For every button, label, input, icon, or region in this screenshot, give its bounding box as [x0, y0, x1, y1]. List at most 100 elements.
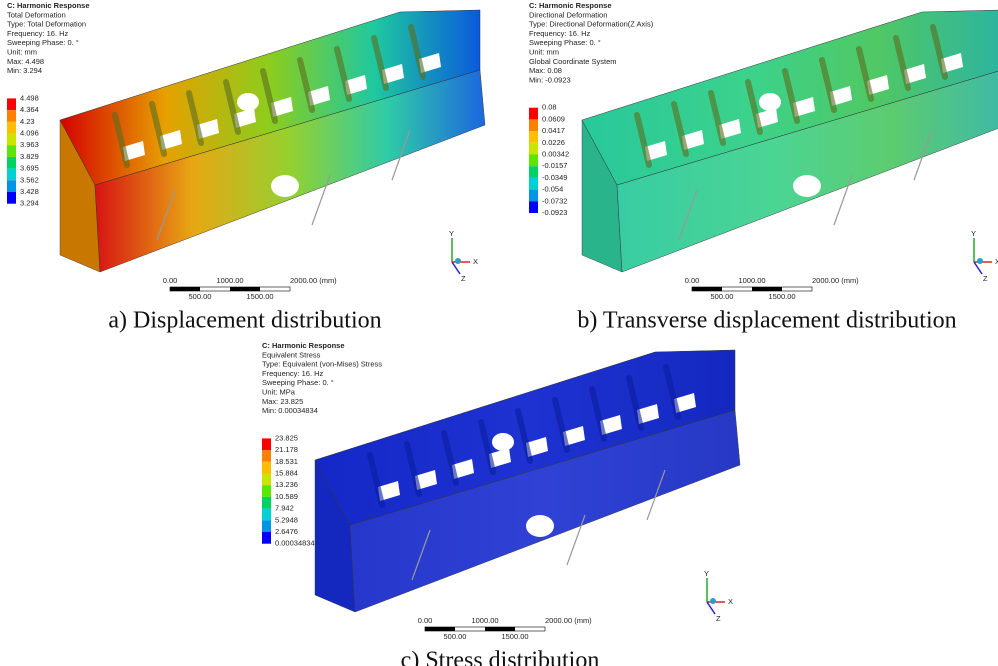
legend-label: 4.23 [20, 117, 35, 126]
legend-swatch [529, 131, 538, 143]
opening [600, 415, 622, 435]
info-line: Type: Total Deformation [7, 20, 86, 29]
triad-ball [455, 258, 461, 264]
info-line: Max: 23.825 [262, 397, 303, 406]
model-front [616, 70, 998, 273]
info-line: Min: 0.00034834 [262, 406, 318, 415]
scale-label: 0.00 [418, 616, 433, 625]
legend-label: 21.178 [275, 445, 298, 454]
info-line: Equivalent Stress [262, 350, 321, 359]
opening [197, 119, 219, 139]
scale-bar [170, 287, 200, 291]
info-line: Frequency: 16. Hz [529, 29, 591, 38]
beam [186, 90, 204, 146]
opening [234, 108, 256, 128]
scale-label: 500.00 [711, 292, 734, 301]
legend-swatch [262, 450, 271, 462]
axis-label: X [728, 597, 733, 606]
scale-label: 1000.00 [216, 276, 243, 285]
legend-swatch [529, 154, 538, 167]
beam [663, 364, 681, 420]
legend-swatch [262, 508, 271, 521]
scale-label: 1000.00 [471, 616, 498, 625]
info-line: Type: Directional Deformation(Z Axis) [529, 20, 654, 29]
legend-label: 0.0609 [542, 114, 565, 123]
beam [441, 430, 459, 486]
bolt [411, 529, 431, 581]
scale-label: 1500.00 [501, 632, 528, 641]
axis-label: Z [983, 274, 988, 283]
info-line: Frequency: 16. Hz [262, 369, 324, 378]
opening [123, 141, 145, 161]
legend-label: 4.498 [20, 93, 39, 102]
bolt [566, 514, 586, 566]
legend-label: 0.0226 [542, 138, 565, 147]
opening [682, 130, 704, 150]
beam [334, 46, 352, 102]
legend-label: 0.0417 [542, 126, 565, 135]
scale-label: 500.00 [189, 292, 212, 301]
legend-label: 3.829 [20, 152, 39, 161]
legend-label: -0.0732 [542, 196, 567, 205]
info-line: Sweeping Phase: 0. ° [262, 378, 334, 387]
legend-label: 2.6476 [275, 527, 298, 536]
legend-label: 5.2948 [275, 515, 298, 524]
axis-z [706, 601, 716, 615]
bolt [391, 129, 411, 181]
scale-label: 2000.00 (mm) [545, 616, 592, 625]
legend-swatch [529, 201, 538, 213]
beam [782, 68, 800, 124]
caption: a) Displacement distribution [108, 308, 381, 334]
scale-bar [752, 287, 782, 291]
axis-label: Z [461, 274, 466, 283]
beam [589, 386, 607, 442]
legend-swatch [7, 110, 16, 122]
opening [271, 97, 293, 117]
scale-bar [485, 627, 515, 631]
beam [930, 24, 948, 80]
scale-bar [230, 287, 260, 291]
info-line: Unit: MPa [262, 387, 296, 396]
caption: b) Transverse displacement distribution [577, 308, 956, 334]
info-line: Sweeping Phase: 0. ° [529, 38, 601, 47]
legend-label: 4.364 [20, 105, 39, 114]
info-line: C: Harmonic Response [7, 1, 90, 10]
opening [645, 141, 667, 161]
info-line: Global Coordinate System [529, 57, 617, 66]
info-line: Total Deformation [7, 10, 66, 19]
legend-label: 23.825 [275, 433, 298, 442]
legend-swatch [262, 485, 271, 497]
hole [237, 93, 259, 111]
axis-z [451, 261, 461, 275]
opening [674, 393, 696, 413]
axis-label: Y [704, 569, 709, 578]
beam [634, 112, 652, 168]
legend-label: 3.562 [20, 175, 39, 184]
beam [708, 90, 726, 146]
opening [563, 426, 585, 446]
legend-label: 3.963 [20, 140, 39, 149]
bolt [156, 189, 176, 241]
legend-label: 18.531 [275, 457, 298, 466]
axis-label: X [995, 257, 998, 266]
scale-label: 500.00 [444, 632, 467, 641]
triad-ball [977, 258, 983, 264]
legend-swatch [7, 180, 16, 192]
legend-swatch [7, 168, 16, 181]
beam [149, 101, 167, 157]
legend-swatch [529, 142, 538, 155]
legend-swatch [7, 145, 16, 157]
legend-swatch [262, 496, 271, 509]
beam [626, 375, 644, 431]
opening [415, 470, 437, 490]
opening [382, 64, 404, 84]
info-line: Unit: mm [7, 47, 37, 56]
beam [260, 68, 278, 124]
info-line: Max: 4.498 [7, 57, 44, 66]
info-line: Unit: mm [529, 47, 559, 56]
axis-label: Y [449, 229, 454, 238]
legend-label: 7.942 [275, 504, 294, 513]
info-line: Sweeping Phase: 0. ° [7, 38, 79, 47]
opening [793, 97, 815, 117]
beam [745, 79, 763, 135]
